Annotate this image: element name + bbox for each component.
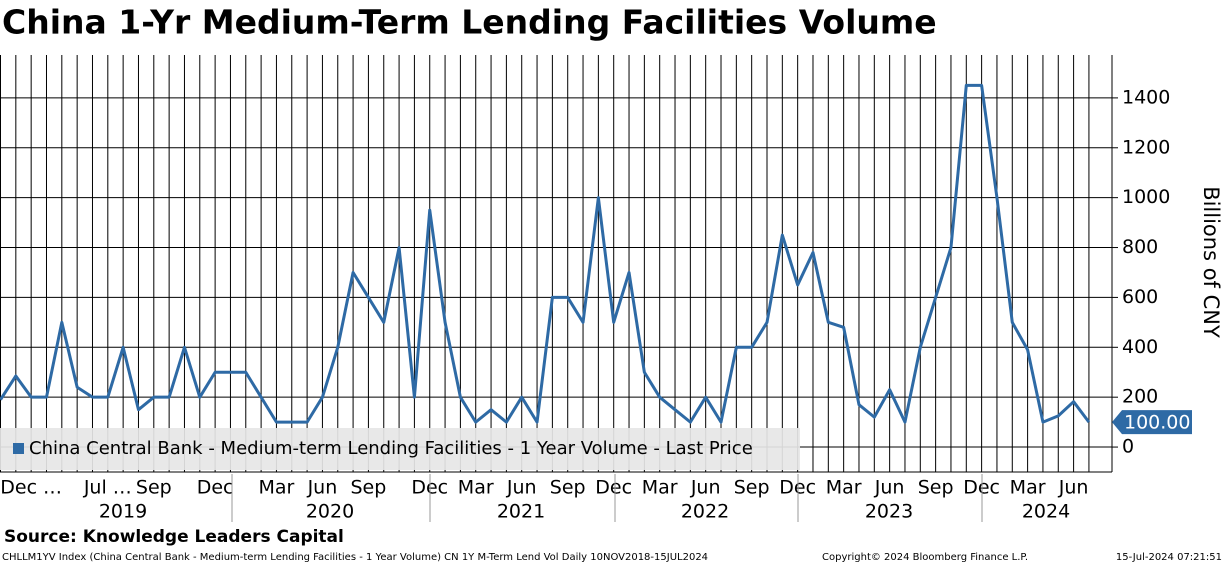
x-tick-label: Jun [1058,477,1089,499]
x-tick-label: Dec [595,477,632,499]
y-tick-label: 1200 [1122,136,1170,158]
year-label: 2024 [1022,501,1070,523]
legend-swatch [13,443,24,454]
footer-center: Copyright© 2024 Bloomberg Finance L.P. [822,552,1028,563]
x-tick-label: Jun [506,477,537,499]
y-axis-label: Billions of CNY [1199,186,1223,338]
year-label: 2021 [497,501,545,523]
x-tick-label: Jun [690,477,721,499]
year-label: 2020 [306,501,354,523]
last-value-tag [1112,410,1192,435]
year-label: 2023 [865,501,913,523]
y-tick-label: 200 [1122,386,1158,408]
y-tick-label: 1400 [1122,86,1170,108]
footer-right: 15-Jul-2024 07:21:51 [1116,552,1222,563]
line [0,83,1091,424]
x-tick-label: Sep [918,477,954,499]
year-label: 2019 [99,501,147,523]
x-tick-label: Jun [874,477,905,499]
chart-title: China 1-Yr Medium-Term Lending Facilitie… [2,3,937,42]
legend-label: China Central Bank - Medium-term Lending… [29,438,753,459]
last-value-label: 100.00 [1124,412,1190,434]
x-tick-label: Sep [734,477,770,499]
x-tick-label: Mar [259,477,295,499]
y-tick-label: 0 [1122,436,1134,458]
x-tick-label: Mar [458,477,494,499]
x-tick-label: Sep [351,477,387,499]
x-tick-label: Sep [136,477,172,499]
y-tick-label: 600 [1122,286,1158,308]
x-tick-label: Jun [307,477,338,499]
legend-box [0,428,800,470]
y-tick-label: 800 [1122,236,1158,258]
footer-left: CHLLM1YV Index (China Central Bank - Med… [2,552,708,563]
x-tick-label: Mar [642,477,678,499]
x-tick-label: Mar [1010,477,1046,499]
x-tick-label: Jul … [83,477,132,499]
x-tick-label: Mar [826,477,862,499]
x-tick-label: Dec … [0,477,62,499]
year-label: 2022 [681,501,729,523]
y-tick-label: 1000 [1122,186,1170,208]
x-tick-label: Sep [550,477,586,499]
source: Source: Knowledge Leaders Capital [4,527,344,547]
y-tick-label: 400 [1122,336,1158,358]
x-tick-label: Dec [197,477,234,499]
